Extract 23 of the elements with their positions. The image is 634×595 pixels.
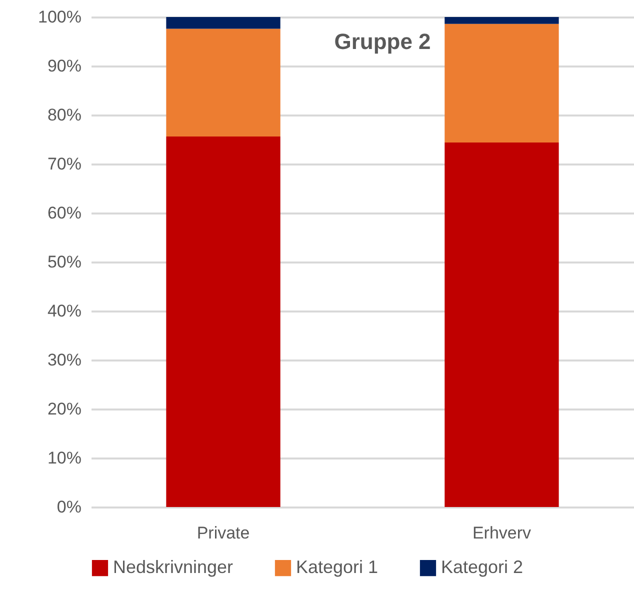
text: Gruppe 2 [334, 29, 431, 54]
legend-label: Kategori 2 [441, 557, 524, 577]
y-tick-label: 50% [47, 252, 82, 272]
y-tick-label: 20% [47, 400, 82, 418]
bar [444, 17, 559, 24]
y-tick-label: 30% [47, 350, 82, 370]
bar [166, 17, 280, 29]
y-tick-label: 80% [47, 106, 82, 124]
bar [444, 24, 559, 142]
y-tick-label: 70% [47, 154, 82, 174]
y-tick-label: 90% [47, 56, 82, 76]
legend-label: Kategori 1 [296, 557, 378, 577]
bar [166, 28, 280, 137]
y-tick-label: 60% [47, 204, 82, 222]
bar [166, 136, 280, 507]
y-tick-label: 10% [47, 448, 82, 468]
x-tick-label: Erhverv [472, 524, 532, 542]
bar [444, 142, 559, 507]
y-tick-label: 40% [47, 302, 82, 320]
legend-label: Nedskrivninger [113, 557, 234, 577]
y-tick-label: 0% [56, 498, 82, 516]
x-tick-label: Private [196, 524, 250, 542]
y-tick-label: 100% [38, 8, 82, 26]
